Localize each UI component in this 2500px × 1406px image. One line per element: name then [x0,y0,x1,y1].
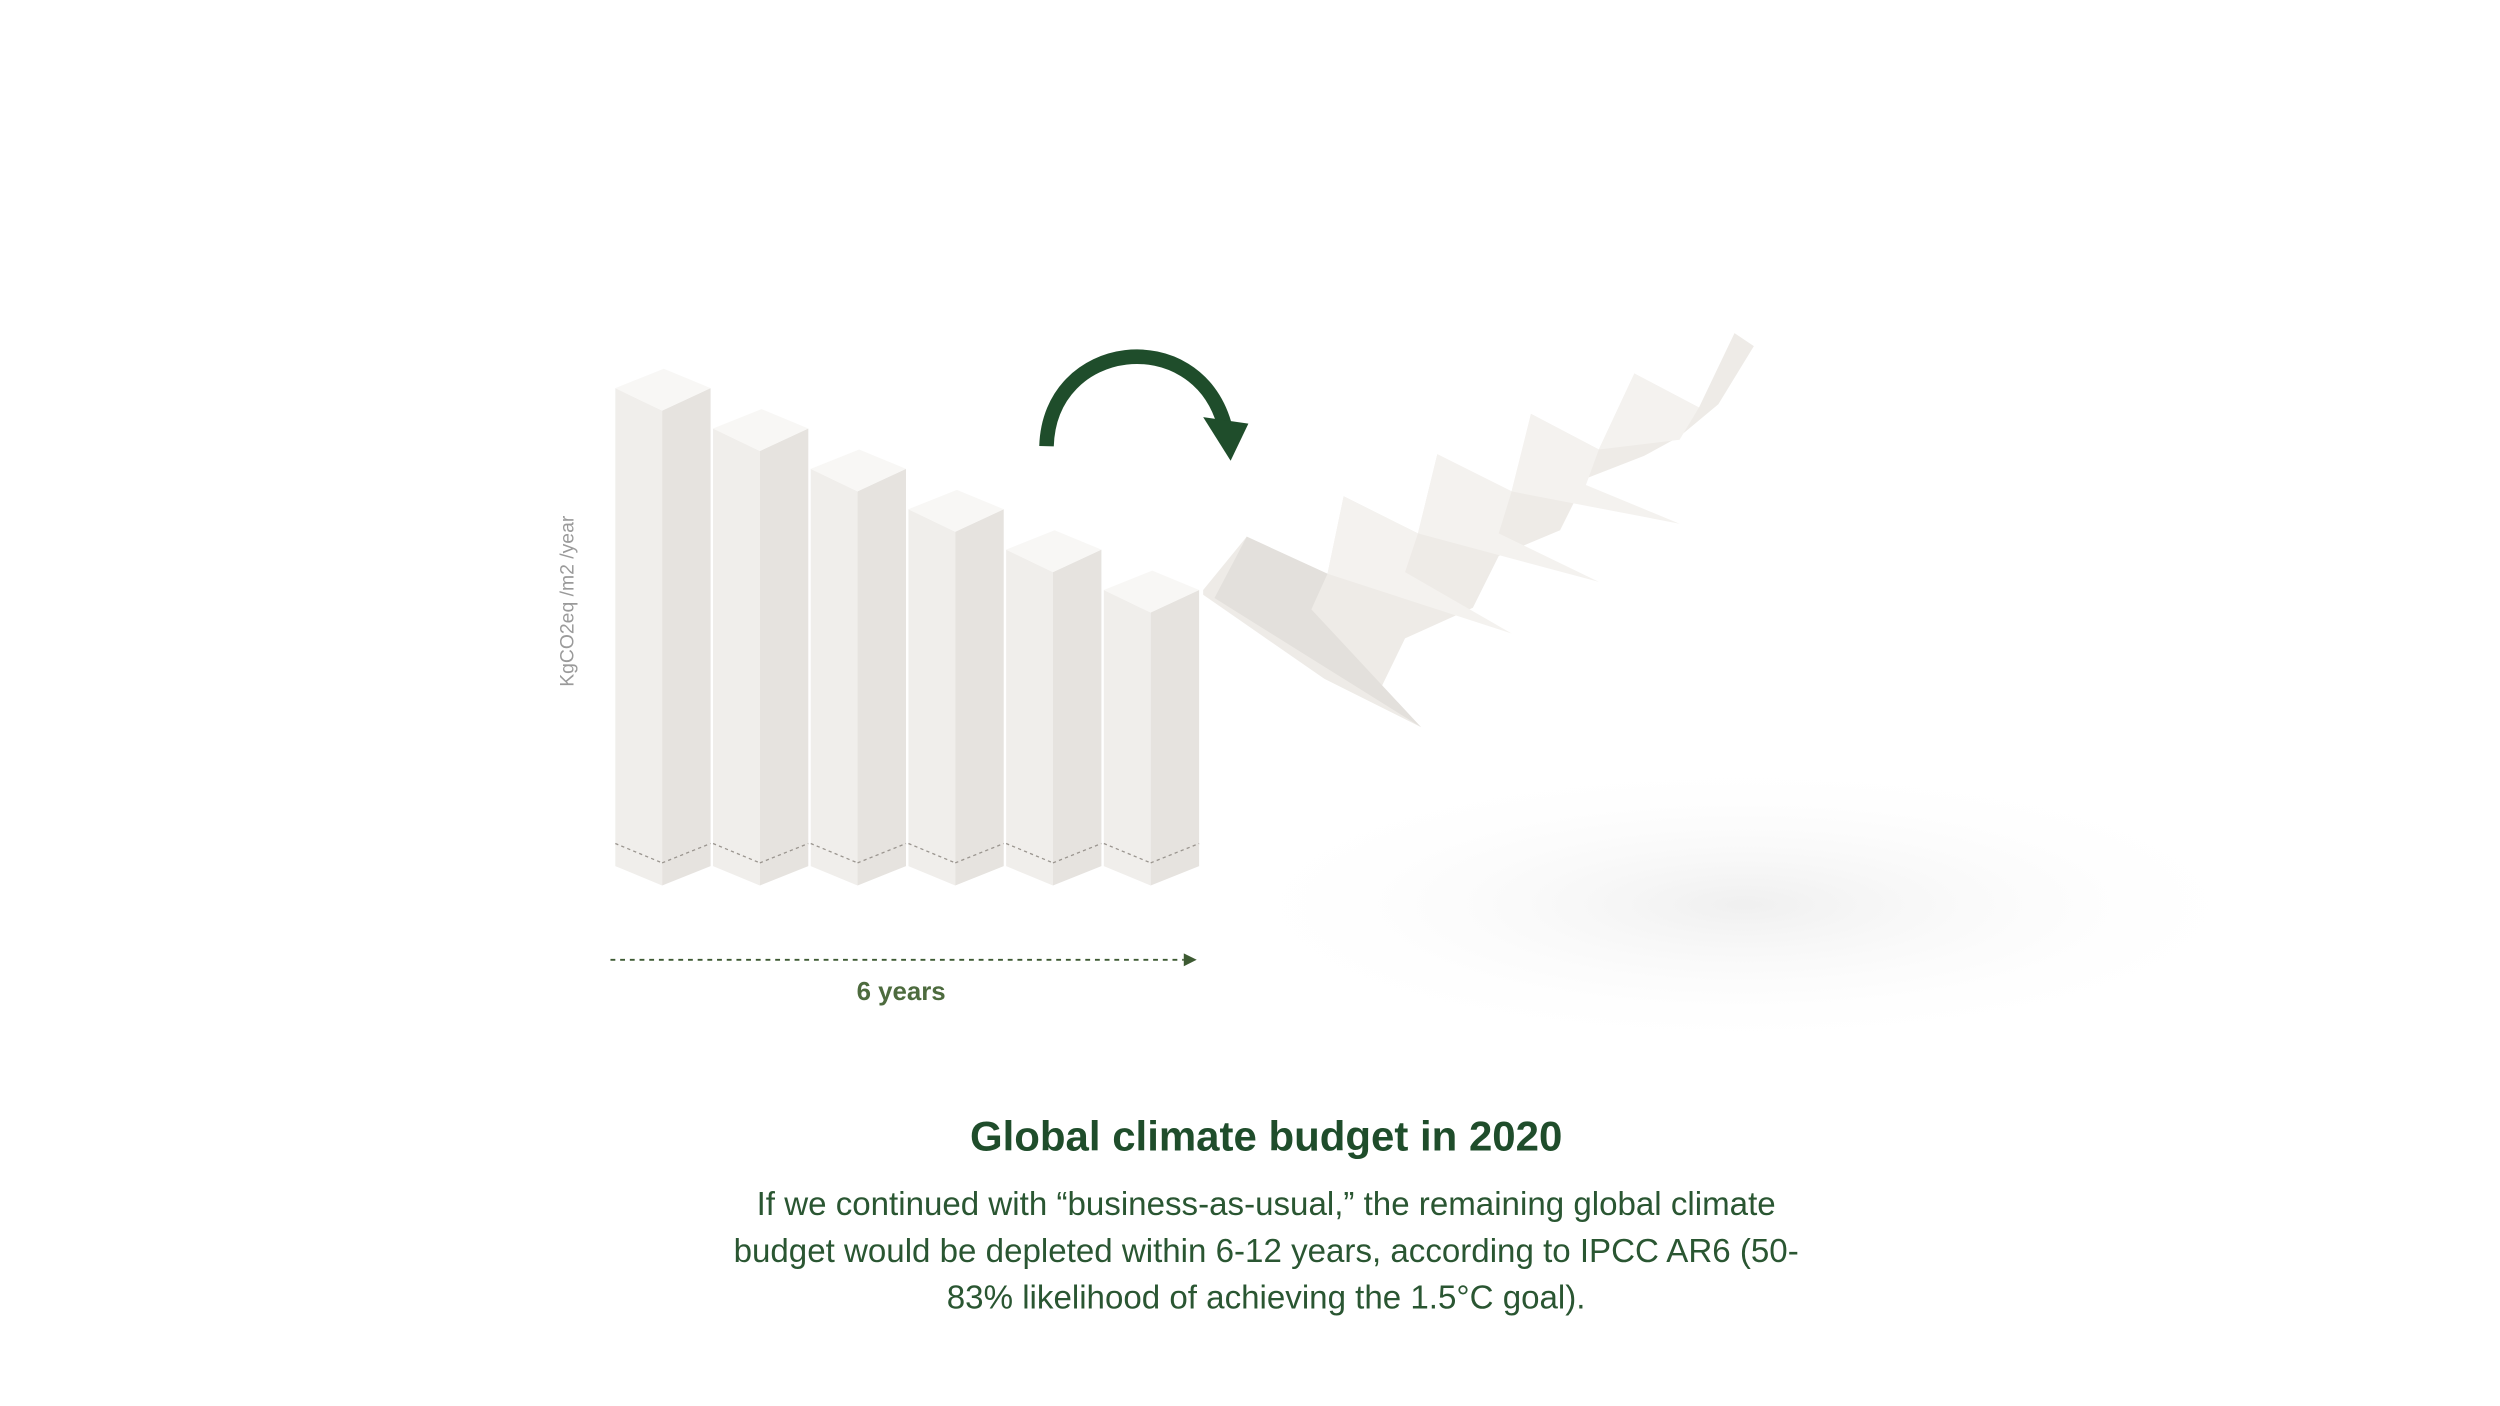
base-line [1103,842,1151,864]
bar-top [908,489,1004,532]
axis-label: KgCO2eq /m2 /year [557,515,579,687]
description-line: If we continued with “business-as-usual,… [757,1186,1776,1223]
bar-face [810,468,858,886]
base-line [1052,842,1102,864]
base-line [759,842,809,864]
stairs [1203,333,1754,728]
bar-top [713,409,809,452]
base-line [810,842,858,864]
base-line [1150,842,1200,864]
title: Global climate budget in 2020 [970,1112,1562,1159]
curved-arrow [1039,349,1232,447]
bar-face [1006,549,1053,886]
timeline-arrow [1183,953,1197,967]
bar-side [662,388,711,886]
bar-top [615,368,711,411]
base-line [615,842,663,864]
bar-side [857,468,907,886]
base-line [712,842,761,864]
arrow-head [1203,417,1249,461]
bar-top [1006,530,1102,573]
base-line [857,842,907,864]
base-line [955,842,1004,864]
bar-face [908,509,956,886]
base-line [908,842,956,864]
bar-face [1103,589,1151,886]
bar-side [759,428,809,886]
bar-side [1150,589,1200,886]
bar-group [615,368,1200,886]
shadow [1211,759,2278,1051]
base-line [1005,842,1054,864]
base-line [661,842,711,864]
description-line: budget would be depleted within 6-12 yea… [734,1233,1799,1270]
description-line: 83% likelihood of achieving the 1.5°C go… [947,1280,1586,1317]
bar-face [615,388,663,886]
bar-top [810,449,907,492]
bar-face [713,428,760,886]
duration-label: 6 years [857,978,946,1006]
bar-side [1052,549,1102,886]
bar-side [955,509,1004,886]
bar-top [1103,570,1200,613]
